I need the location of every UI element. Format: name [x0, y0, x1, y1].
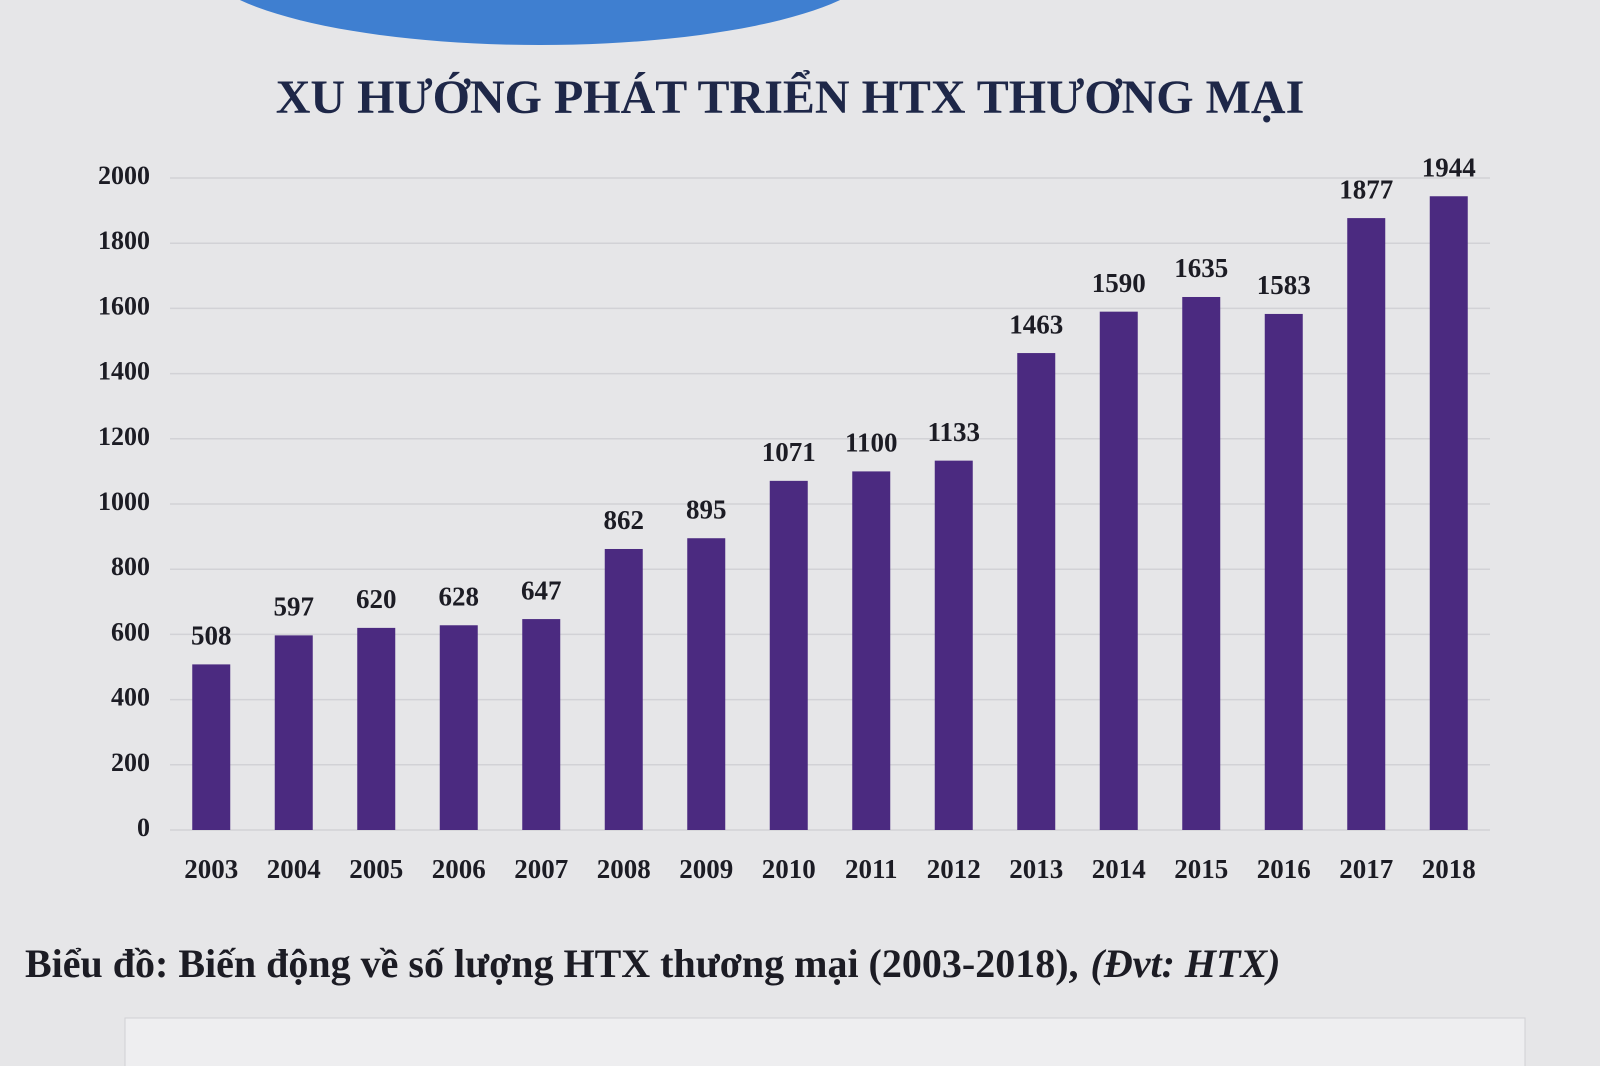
caption-text: Biểu đồ: Biến động về số lượng HTX thươn… [25, 941, 1079, 986]
bar [1182, 296, 1221, 830]
value-label: 628 [439, 581, 480, 611]
value-label: 1100 [845, 428, 898, 458]
decor-box [124, 1017, 1526, 1066]
value-label: 620 [356, 584, 397, 614]
bar [1347, 218, 1386, 830]
value-label: 1071 [762, 437, 816, 467]
x-tick-label: 2012 [927, 854, 981, 884]
value-label: 1133 [927, 417, 980, 447]
bar [439, 625, 478, 830]
value-label: 1635 [1174, 253, 1228, 283]
value-label: 597 [274, 592, 315, 622]
x-tick-label: 2015 [1174, 854, 1228, 884]
value-label: 1583 [1257, 270, 1311, 300]
value-label: 508 [191, 621, 232, 651]
y-tick-label: 600 [111, 617, 150, 646]
bar [934, 460, 973, 830]
caption-unit: (Đvt: HTX) [1091, 941, 1281, 986]
x-tick-label: 2003 [184, 854, 238, 884]
x-tick-label: 2010 [762, 854, 816, 884]
y-tick-label: 2000 [98, 161, 150, 190]
caption: Biểu đồ: Biến động về số lượng HTX thươn… [25, 941, 1280, 986]
value-label: 1877 [1339, 174, 1393, 204]
bar [1017, 353, 1056, 830]
x-tick-label: 2017 [1339, 854, 1393, 884]
value-label: 895 [686, 494, 727, 524]
value-label: 1944 [1422, 152, 1476, 182]
x-tick-label: 2016 [1257, 854, 1311, 884]
bar [687, 538, 726, 830]
y-tick-label: 200 [111, 748, 150, 777]
x-tick-label: 2005 [349, 854, 403, 884]
x-tick-label: 2006 [432, 854, 486, 884]
y-tick-label: 1800 [98, 226, 150, 255]
x-tick-label: 2014 [1092, 854, 1146, 884]
bar [1429, 196, 1468, 831]
bar [192, 664, 231, 830]
y-tick-label: 1600 [98, 291, 150, 320]
value-label: 862 [604, 505, 645, 535]
bar [852, 471, 891, 830]
x-tick-label: 2004 [267, 854, 321, 884]
x-tick-label: 2008 [597, 854, 651, 884]
bar [1264, 313, 1303, 830]
bar [604, 548, 643, 830]
x-tick-label: 2013 [1009, 854, 1063, 884]
value-label: 1463 [1009, 309, 1063, 339]
bar [522, 619, 561, 830]
bar [769, 480, 808, 830]
y-tick-label: 1200 [98, 422, 150, 451]
y-tick-label: 1400 [98, 357, 150, 386]
value-label: 1590 [1092, 268, 1146, 298]
x-tick-label: 2007 [514, 854, 568, 884]
bar [1099, 311, 1138, 830]
decor-ellipse [240, 0, 840, 45]
x-tick-label: 2018 [1422, 854, 1476, 884]
x-tick-label: 2011 [845, 854, 898, 884]
y-tick-label: 1000 [98, 487, 150, 516]
bar [274, 635, 313, 830]
x-tick-label: 2009 [679, 854, 733, 884]
chart-title: XU HƯỚNG PHÁT TRIỂN HTX THƯƠNG MẠI [276, 69, 1305, 124]
y-tick-label: 800 [111, 552, 150, 581]
bar [357, 627, 396, 830]
value-label: 647 [521, 575, 562, 605]
y-tick-label: 400 [111, 683, 150, 712]
y-tick-label: 0 [137, 813, 150, 842]
